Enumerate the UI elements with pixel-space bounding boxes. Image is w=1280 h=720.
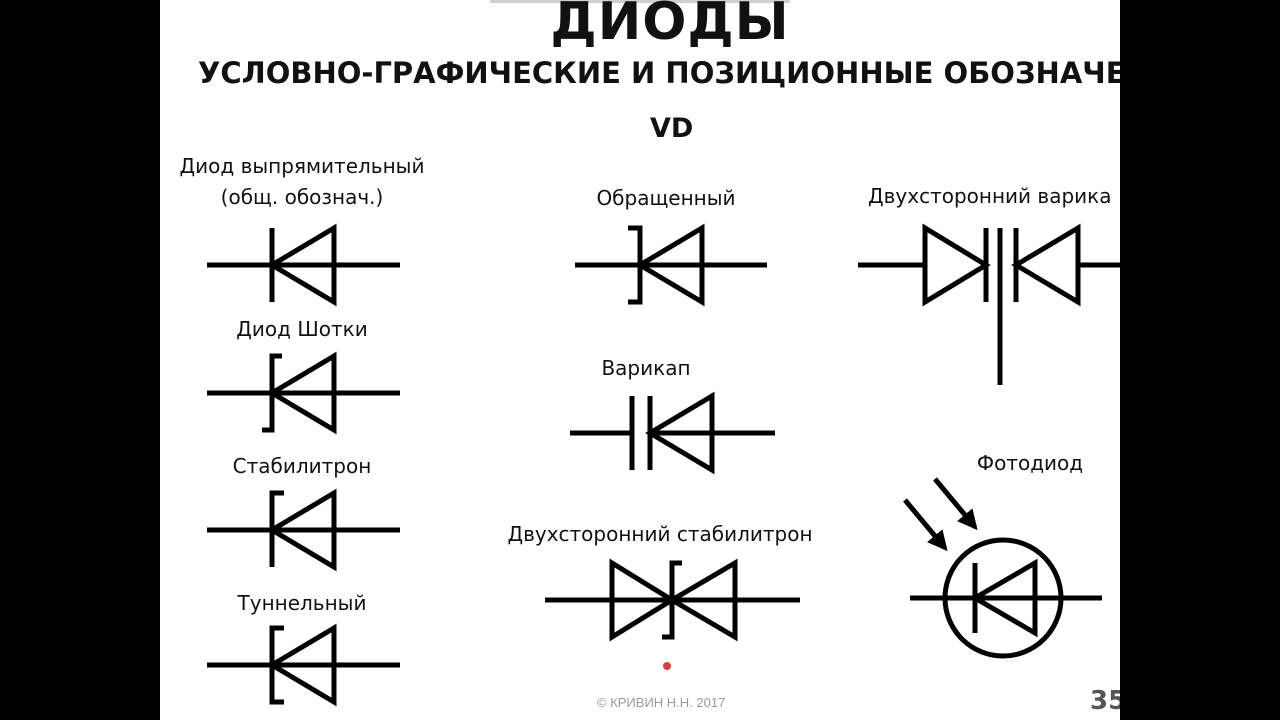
rectifier-diode-symbol [207, 223, 400, 307]
top-divider [490, 0, 790, 3]
page-subtitle: УСЛОВНО-ГРАФИЧЕСКИЕ И ПОЗИЦИОННЫЕ ОБОЗНА… [198, 56, 1120, 90]
light-arrow-1 [903, 498, 948, 552]
varicap-symbol [570, 391, 775, 475]
diode-symbols-diagram [207, 223, 1120, 707]
label-photodiode: Фотодиод [976, 451, 1084, 475]
zener-diode-symbol [207, 488, 400, 572]
designator-label: VD [650, 113, 694, 144]
label-varicap: Варикап [601, 356, 691, 380]
label-bidirectional-zener: Двухсторонний стабилитрон [507, 522, 813, 546]
tunnel-diode-symbol [207, 623, 400, 707]
photodiode-symbol [903, 477, 1102, 659]
pointer-dot [663, 662, 671, 670]
label-rectifier-line2: (общ. обознач.) [220, 185, 384, 209]
bidirectional-varicap-symbol [858, 223, 1120, 385]
label-backward: Обращенный [596, 186, 736, 210]
page-title: ДИОДЫ [550, 0, 790, 52]
bidirectional-zener-symbol [545, 558, 800, 642]
light-arrow-2 [933, 477, 978, 531]
schottky-diode-symbol [207, 351, 400, 435]
label-zener: Стабилитрон [232, 454, 372, 478]
slide: ДИОДЫ УСЛОВНО-ГРАФИЧЕСКИЕ И ПОЗИЦИОННЫЕ … [160, 0, 1120, 720]
label-tunnel: Туннельный [237, 591, 367, 615]
label-rectifier-line1: Диод выпрямительный [179, 154, 425, 178]
page-number: 35 [1090, 686, 1120, 716]
label-schottky: Диод Шотки [236, 317, 368, 341]
backward-diode-symbol [575, 223, 767, 307]
copyright-footer: © КРИВИН Н.Н. 2017 [597, 695, 726, 710]
label-bidirectional-varicap: Двухсторонний варика [868, 184, 1112, 208]
